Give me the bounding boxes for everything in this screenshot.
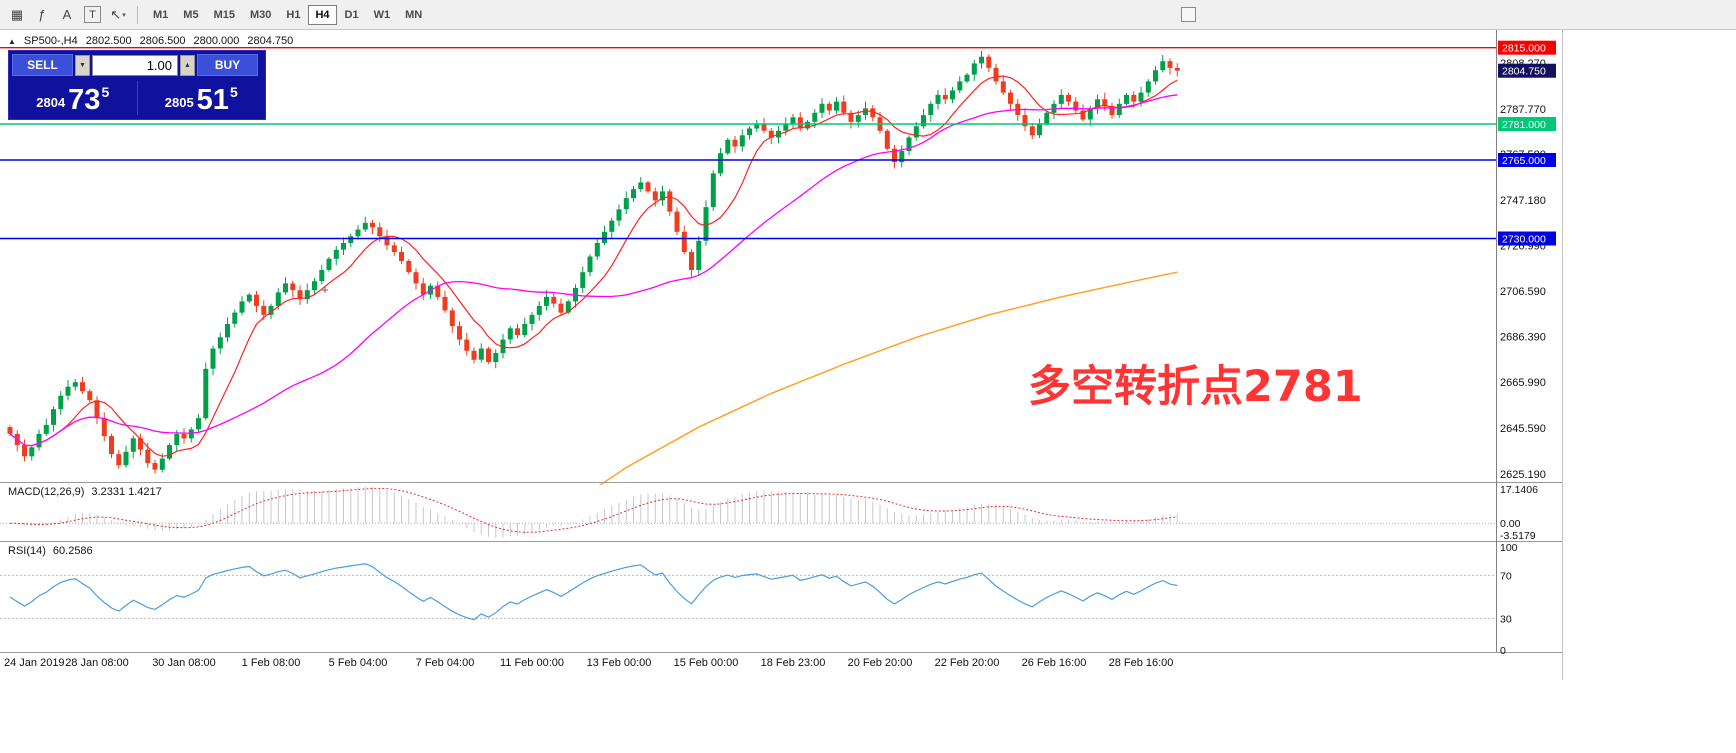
svg-text:2787.770: 2787.770 [1500, 104, 1546, 116]
svg-text:30 Jan 08:00: 30 Jan 08:00 [152, 657, 216, 669]
bid-price[interactable]: 2804 73 5 [9, 78, 137, 118]
svg-text:2804.750: 2804.750 [1502, 66, 1546, 78]
toolbar-separator [137, 5, 138, 24]
rsi-name: RSI(14) [8, 545, 46, 557]
one-click-quotes: 2804 73 5 2805 51 5 [9, 78, 265, 118]
svg-text:17.1406: 17.1406 [1500, 484, 1538, 496]
svg-text:30: 30 [1500, 614, 1512, 626]
svg-text:2730.000: 2730.000 [1502, 234, 1546, 246]
chart-annotation-text[interactable]: 多空转折点2781 [1028, 362, 1363, 412]
svg-text:70: 70 [1500, 570, 1512, 582]
candles-layer [7, 51, 1180, 474]
chart-icon[interactable]: ▦ [10, 6, 24, 22]
ma-mid [9, 94, 1178, 447]
timeframe-tabs: M1 M5 M15 M30 H1 H4 D1 W1 MN [146, 4, 429, 25]
svg-text:0.00: 0.00 [1500, 518, 1521, 530]
svg-text:28 Jan 08:00: 28 Jan 08:00 [65, 657, 129, 669]
rsi-value: 60.2586 [52, 545, 93, 557]
tab-timeframe-W1[interactable]: W1 [367, 5, 398, 25]
volume-increase-button[interactable]: ▲ [180, 54, 195, 76]
tab-timeframe-H4[interactable]: H4 [308, 4, 337, 25]
tab-timeframe-D1[interactable]: D1 [338, 5, 366, 25]
ohlc-open: 2802.500 [85, 35, 132, 47]
bid-pipette: 5 [101, 84, 110, 100]
ohlc-low: 2800.000 [193, 35, 240, 47]
buy-button[interactable]: BUY [197, 54, 258, 76]
svg-text:2747.180: 2747.180 [1500, 195, 1546, 207]
svg-text:2765.000: 2765.000 [1502, 155, 1546, 167]
one-click-controls: SELL ▼ ▲ BUY [9, 51, 265, 78]
moving-averages-layer [9, 75, 1178, 485]
ask-pips: 51 [196, 84, 229, 117]
svg-text:-3.5179: -3.5179 [1500, 530, 1536, 542]
crosshair-marker: + [321, 283, 328, 297]
svg-text:5 Feb 04:00: 5 Feb 04:00 [329, 657, 388, 669]
ma-slow [598, 271, 1178, 485]
svg-text:0: 0 [1500, 645, 1506, 657]
ask-pipette: 5 [229, 84, 238, 100]
svg-text:2665.990: 2665.990 [1500, 377, 1546, 389]
svg-text:2815.000: 2815.000 [1502, 43, 1546, 55]
sell-button[interactable]: SELL [12, 54, 73, 76]
tab-timeframe-MN[interactable]: MN [398, 5, 429, 25]
svg-text:7 Feb 04:00: 7 Feb 04:00 [416, 657, 475, 669]
toolbar-extra-button[interactable] [1181, 7, 1196, 22]
current-price-label [1498, 63, 1556, 78]
rsi-label: RSI(14) 60.2586 [8, 545, 93, 557]
svg-text:2706.590: 2706.590 [1500, 286, 1546, 298]
toolbar: ▦ ƒ A T ↖ ▾ M1 M5 M15 M30 H1 H4 D1 W1 MN [0, 0, 1736, 30]
svg-text:2686.390: 2686.390 [1500, 331, 1546, 343]
tab-timeframe-M30[interactable]: M30 [243, 5, 278, 25]
svg-text:26 Feb 16:00: 26 Feb 16:00 [1022, 657, 1087, 669]
cursor-tool-icon[interactable]: ↖ ▾ [110, 6, 126, 22]
toolbar-tools: ▦ ƒ A T ↖ ▾ [6, 5, 129, 25]
indicators-icon[interactable]: ƒ [38, 7, 46, 22]
tab-timeframe-M15[interactable]: M15 [207, 5, 242, 25]
svg-text:2645.590: 2645.590 [1500, 423, 1546, 435]
macd-label: MACD(12,26,9) 3.2331 1.4217 [8, 486, 162, 498]
chevron-up-icon: ▲ [184, 61, 191, 69]
symbol-period: SP500-,H4 [23, 35, 78, 47]
chart-ohlc-header: ▲ SP500-,H4 2802.500 2806.500 2800.000 2… [8, 35, 293, 47]
svg-text:11 Feb 00:00: 11 Feb 00:00 [500, 657, 564, 669]
ask-big-figure: 2805 [164, 95, 194, 110]
tab-timeframe-M5[interactable]: M5 [176, 5, 205, 25]
quote-divider [136, 81, 138, 115]
chevron-down-icon: ▼ [79, 61, 86, 69]
svg-text:24 Jan 2019: 24 Jan 2019 [4, 657, 65, 669]
tab-timeframe-H1[interactable]: H1 [279, 5, 307, 25]
svg-text:2781.000: 2781.000 [1502, 119, 1546, 131]
volume-decrease-button[interactable]: ▼ [75, 54, 90, 76]
macd-values: 3.2331 1.4217 [91, 486, 162, 498]
level-lines: 2815.000 2781.000 2765.000 2730.000 [0, 40, 1556, 246]
svg-text:20 Feb 20:00: 20 Feb 20:00 [848, 657, 913, 669]
rsi-pane [0, 563, 1496, 621]
one-click-toggle-icon[interactable]: ▲ [8, 36, 16, 46]
ask-price[interactable]: 2805 51 5 [138, 78, 266, 118]
time-axis: 24 Jan 2019 28 Jan 08:00 30 Jan 08:00 1 Feb… [4, 657, 1173, 669]
macd-name: MACD(12,26,9) [8, 486, 85, 498]
volume-input[interactable] [92, 54, 178, 76]
svg-text:15 Feb 00:00: 15 Feb 00:00 [674, 657, 739, 669]
dropdown-caret-icon[interactable]: ▾ [122, 11, 126, 19]
svg-text:1 Feb 08:00: 1 Feb 08:00 [242, 657, 301, 669]
svg-text:2625.190: 2625.190 [1500, 469, 1546, 481]
macd-pane [0, 486, 1496, 538]
ma-fast [9, 75, 1178, 457]
one-click-trading-panel: SELL ▼ ▲ BUY 2804 73 5 2805 51 5 [8, 50, 266, 120]
svg-text:18 Feb 23:00: 18 Feb 23:00 [761, 657, 826, 669]
text-label-icon[interactable]: A [62, 7, 72, 22]
text-tool-icon[interactable]: T [84, 6, 101, 23]
tab-timeframe-M1[interactable]: M1 [146, 5, 175, 25]
svg-text:13 Feb 00:00: 13 Feb 00:00 [587, 657, 652, 669]
svg-text:22 Feb 20:00: 22 Feb 20:00 [935, 657, 1000, 669]
ohlc-close: 2804.750 [247, 35, 294, 47]
bid-pips: 73 [68, 84, 101, 117]
ohlc-high: 2806.500 [139, 35, 186, 47]
svg-text:28 Feb 16:00: 28 Feb 16:00 [1109, 657, 1174, 669]
svg-text:100: 100 [1500, 542, 1518, 554]
bid-big-figure: 2804 [36, 95, 66, 110]
